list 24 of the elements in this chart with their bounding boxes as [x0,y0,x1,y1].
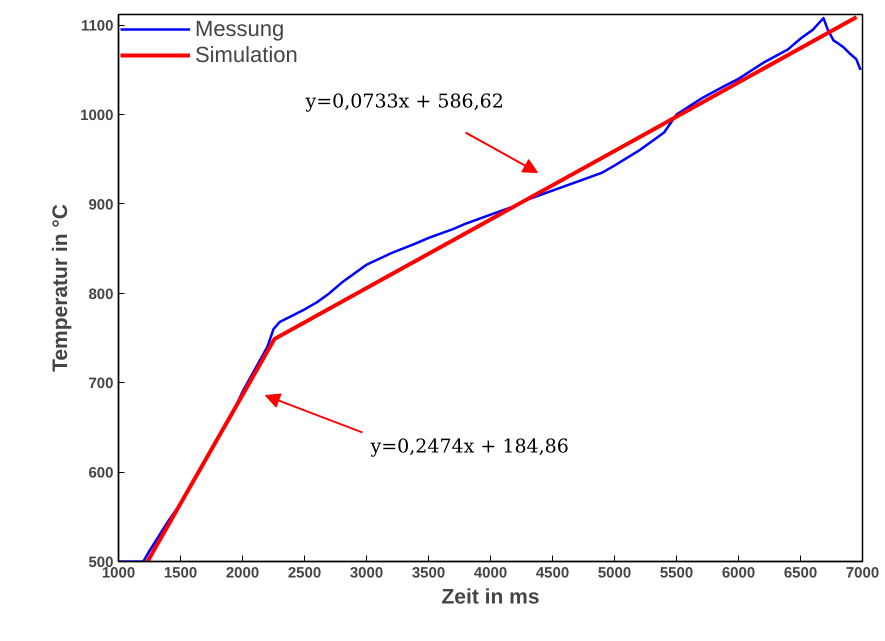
x-tick-label: 6500 [784,564,818,582]
x-axis-title: Zeit in ms [441,586,540,608]
y-tick-label: 900 [88,196,114,214]
x-tick-label: 5500 [660,564,694,582]
legend-label: Simulation [195,42,298,68]
y-tick-label: 800 [88,286,114,303]
x-tick-label: 4500 [536,564,570,582]
annotation: y=0,2474x + 184,86 [370,436,569,458]
x-tick-label: 3000 [350,564,384,582]
x-tick-label: 6000 [722,564,756,582]
x-tick-label: 5000 [598,564,632,582]
x-tick-label: 2500 [288,564,322,582]
y-tick-label: 700 [88,375,114,392]
x-tick-label: 1500 [164,564,198,582]
legend-label: Messung [195,16,284,42]
y-tick-label: 1000 [80,107,114,124]
y-tick-label: 600 [88,464,114,482]
y-tick-label: 1100 [80,18,114,35]
y-axis-title: Temperatur in °C [49,204,72,372]
x-tick-label: 7000 [846,564,880,582]
annotation: y=0,0733x + 586,62 [304,90,504,112]
x-tick-label: 3500 [412,564,446,582]
x-tick-label: 2000 [226,564,260,582]
x-tick-label: 4000 [474,564,508,582]
